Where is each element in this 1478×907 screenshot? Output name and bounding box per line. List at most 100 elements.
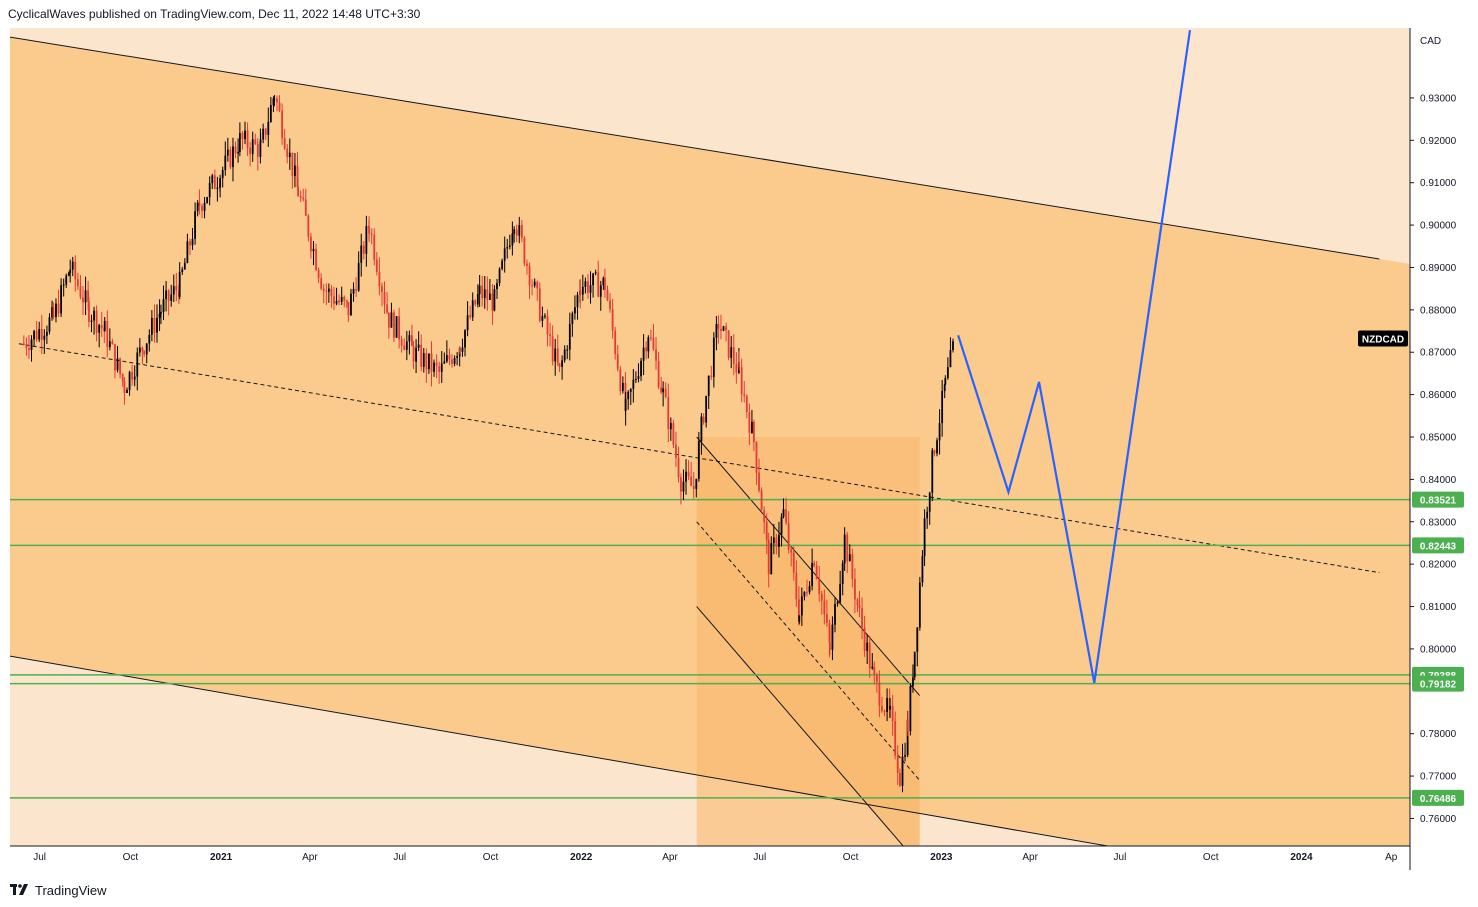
candle [944, 375, 947, 386]
candle [767, 532, 770, 588]
candle-body [338, 300, 341, 302]
candle-body [541, 316, 544, 321]
candle [347, 301, 350, 323]
candle [949, 337, 952, 368]
wave-projection-line [957, 29, 1192, 684]
candle-body [795, 572, 798, 600]
candle-body [936, 440, 938, 454]
candle [866, 634, 869, 664]
currency-label: CAD [1420, 36, 1441, 47]
candle [881, 696, 883, 713]
time-axis[interactable]: Jul Oct 2021 Apr Jul Oct 2022 Apr Jul Oct 2023 Apr J… [33, 852, 1398, 863]
symbol-badge: NZDCAD [1358, 330, 1408, 347]
candle-body [340, 296, 343, 302]
candle [175, 272, 178, 302]
level-price-tag-bg [1412, 537, 1464, 554]
candle-body [160, 311, 162, 314]
candle-body [417, 344, 420, 348]
candle-body [627, 391, 630, 400]
y-tick-label: 0.85000 [1420, 433, 1457, 444]
candle [574, 295, 576, 320]
y-tick-label: 0.83000 [1420, 517, 1457, 528]
candle [936, 437, 938, 457]
candle [189, 238, 191, 256]
candle [433, 359, 435, 377]
candle [469, 305, 472, 320]
candle-body [170, 294, 173, 301]
candle [828, 628, 831, 655]
candle-body [440, 363, 443, 372]
candle [286, 144, 289, 164]
candle [281, 103, 284, 145]
candle-body [913, 651, 916, 678]
candle-body [685, 471, 687, 482]
candle [103, 317, 106, 332]
candle-body [178, 271, 181, 297]
candle-body [93, 310, 95, 321]
x-tick-label: 2021 [210, 852, 233, 863]
candle-body [775, 537, 778, 547]
candle-body [843, 534, 846, 564]
y-tick-label: 0.80000 [1420, 644, 1457, 655]
candle-body [71, 261, 74, 270]
candle [811, 548, 814, 591]
candle-body [581, 286, 584, 295]
candle-body [478, 285, 481, 294]
candle-body [272, 98, 275, 105]
candle [458, 347, 461, 355]
candle-body [466, 315, 469, 331]
candle [806, 579, 808, 597]
candle-body [378, 271, 381, 287]
candle [695, 478, 698, 498]
candle [211, 173, 214, 190]
level-price-tag-label: 0.79182 [1420, 680, 1457, 691]
candle [310, 232, 312, 259]
candle [405, 330, 408, 361]
candle-body [451, 359, 453, 364]
candle-body [952, 341, 954, 350]
candle [95, 305, 98, 342]
candle [386, 291, 388, 314]
candle [682, 469, 685, 501]
candle [317, 267, 320, 284]
candle [493, 285, 496, 312]
candle-body [592, 273, 594, 286]
candle-body [740, 367, 743, 395]
candle-body [469, 315, 472, 318]
candle-body [846, 534, 849, 562]
price-axis[interactable]: CAD 0.93000 0.92000 0.91000 0.90000 0.89000 0.… [1410, 36, 1457, 825]
candle-body [652, 338, 655, 350]
candle [635, 371, 637, 384]
candle-body [474, 300, 477, 305]
candle-body [889, 705, 891, 710]
x-tick-label: Jul [1114, 852, 1127, 863]
candle [710, 365, 713, 380]
candle [237, 138, 240, 163]
candle [38, 321, 41, 343]
candle-body [108, 341, 111, 347]
candle [511, 221, 514, 256]
candle [692, 472, 695, 499]
candle [294, 153, 296, 188]
candle [546, 309, 549, 347]
candle-body [753, 421, 755, 443]
candle [108, 328, 111, 351]
candle-body [443, 361, 446, 364]
candle-body [238, 132, 241, 153]
candle-body [286, 148, 289, 157]
candle [352, 282, 355, 302]
candle-body [866, 642, 869, 651]
candle [360, 233, 363, 277]
candle [398, 307, 401, 349]
candle [894, 711, 897, 760]
candle [526, 259, 528, 275]
candle-body [755, 442, 758, 473]
candle-body [165, 290, 167, 300]
candle [536, 280, 539, 301]
candle [307, 213, 310, 242]
candle-body [278, 102, 281, 111]
candle-body [121, 374, 124, 382]
candle [775, 533, 778, 555]
candle-body [792, 552, 795, 573]
